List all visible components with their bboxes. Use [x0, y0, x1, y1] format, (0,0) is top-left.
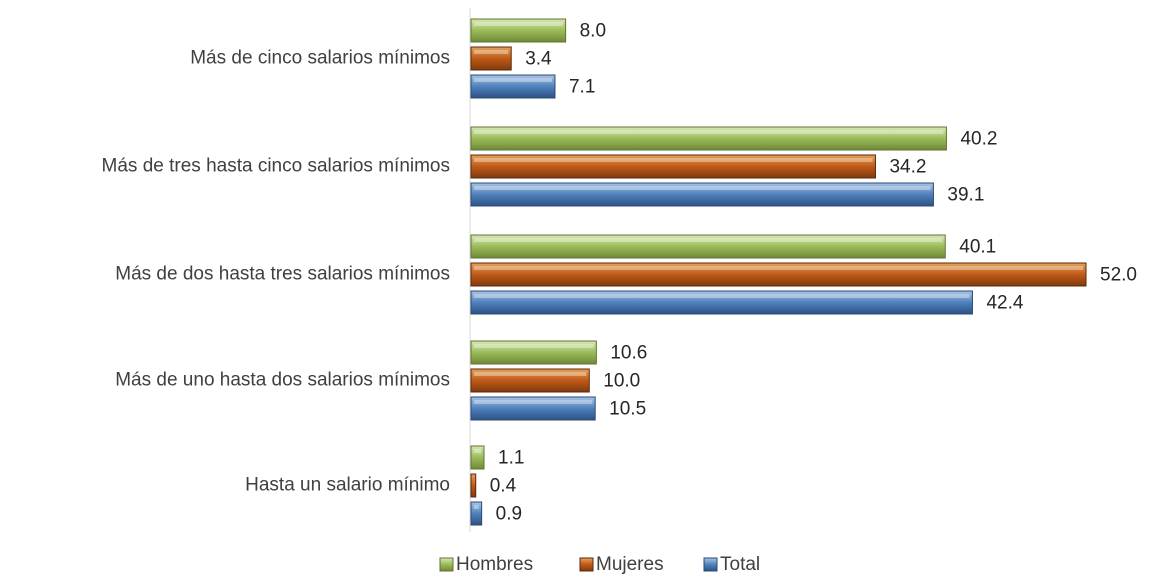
value-label-hombres-mas-de-dos-hasta-tres-salarios-minimos: 40.1 [959, 237, 996, 258]
bar-highlight [474, 294, 970, 298]
value-label-mujeres-mas-de-dos-hasta-tres-salarios-minimos: 52.0 [1100, 265, 1137, 286]
bar-total-mas-de-tres-hasta-cinco-salarios-minimos [470, 182, 934, 207]
legend: Hombres Mujeres Total [439, 554, 760, 575]
value-label-mujeres-mas-de-tres-hasta-cinco-salarios-minimos: 34.2 [889, 157, 926, 178]
bars-group [470, 18, 1087, 526]
bar-total-hasta-un-salario-minimo [470, 501, 483, 526]
value-label-mujeres-mas-de-uno-hasta-dos-salarios-minimos: 10.0 [603, 371, 640, 392]
bar-highlight [474, 400, 593, 404]
bar-total-mas-de-dos-hasta-tres-salarios-minimos [470, 290, 973, 315]
legend-label-total: Total [720, 554, 760, 575]
bar-highlight [474, 344, 594, 348]
category-label-mas-de-cinco-salarios-minimos: Más de cinco salarios mínimos [190, 48, 450, 69]
category-label-hasta-un-salario-minimo: Hasta un salario mínimo [245, 475, 450, 496]
bar-highlight [474, 372, 587, 376]
value-label-total-hasta-un-salario-minimo: 0.9 [496, 504, 522, 525]
bar-mujeres-mas-de-cinco-salarios-minimos [470, 46, 512, 71]
legend-swatch-mujeres [579, 557, 594, 572]
bar-mujeres-hasta-un-salario-minimo [470, 473, 477, 498]
bar-highlight [474, 22, 563, 26]
value-label-total-mas-de-cinco-salarios-minimos: 7.1 [569, 77, 595, 98]
bar-total-mas-de-uno-hasta-dos-salarios-minimos [470, 396, 596, 421]
category-labels: Más de cinco salarios mínimos Más de tres… [102, 48, 450, 496]
bar-highlight [474, 158, 873, 162]
value-label-mujeres-mas-de-cinco-salarios-minimos: 3.4 [525, 49, 552, 70]
bar-highlight [474, 186, 931, 190]
bar-hombres-mas-de-dos-hasta-tres-salarios-minimos [470, 234, 946, 259]
category-label-mas-de-tres-hasta-cinco-salarios-minimos: Más de tres hasta cinco salarios mínimos [102, 156, 450, 177]
bar-hombres-mas-de-cinco-salarios-minimos [470, 18, 567, 43]
bar-hombres-mas-de-uno-hasta-dos-salarios-minimos [470, 340, 597, 365]
category-label-mas-de-uno-hasta-dos-salarios-minimos: Más de uno hasta dos salarios mínimos [115, 370, 450, 391]
bar-mujeres-mas-de-uno-hasta-dos-salarios-minimos [470, 368, 590, 393]
value-label-mujeres-hasta-un-salario-minimo: 0.4 [490, 476, 517, 497]
bar-highlight [474, 238, 943, 242]
value-labels: 8.0 3.4 7.1 40.2 34.2 39.1 40.1 52.0 42.4 10.6 10.… [490, 21, 1137, 525]
value-label-total-mas-de-tres-hasta-cinco-salarios-minimos: 39.1 [947, 185, 984, 206]
value-label-hombres-mas-de-cinco-salarios-minimos: 8.0 [580, 21, 606, 42]
legend-swatch-total [703, 557, 718, 572]
bar-total-mas-de-cinco-salarios-minimos [470, 74, 556, 99]
bar-highlight [474, 50, 509, 54]
legend-label-hombres: Hombres [456, 554, 533, 575]
bar-mujeres-mas-de-tres-hasta-cinco-salarios-minimos [470, 154, 876, 179]
legend-label-mujeres: Mujeres [596, 554, 664, 575]
bar-mujeres-mas-de-dos-hasta-tres-salarios-minimos [470, 262, 1087, 287]
bar-highlight [474, 266, 1083, 270]
value-label-hombres-hasta-un-salario-minimo: 1.1 [498, 448, 524, 469]
bar-highlight [474, 505, 479, 509]
value-label-hombres-mas-de-tres-hasta-cinco-salarios-minimos: 40.2 [960, 129, 997, 150]
value-label-total-mas-de-dos-hasta-tres-salarios-minimos: 42.4 [986, 293, 1023, 314]
bar-highlight [474, 130, 944, 134]
bar-hombres-hasta-un-salario-minimo [470, 445, 485, 470]
bar-highlight [474, 449, 482, 453]
category-label-mas-de-dos-hasta-tres-salarios-minimos: Más de dos hasta tres salarios mínimos [115, 264, 450, 285]
legend-swatch-hombres [439, 557, 454, 572]
bar-highlight [474, 78, 552, 82]
value-label-hombres-mas-de-uno-hasta-dos-salarios-minimos: 10.6 [610, 343, 647, 364]
value-label-total-mas-de-uno-hasta-dos-salarios-minimos: 10.5 [609, 399, 646, 420]
bar-hombres-mas-de-tres-hasta-cinco-salarios-minimos [470, 126, 947, 151]
